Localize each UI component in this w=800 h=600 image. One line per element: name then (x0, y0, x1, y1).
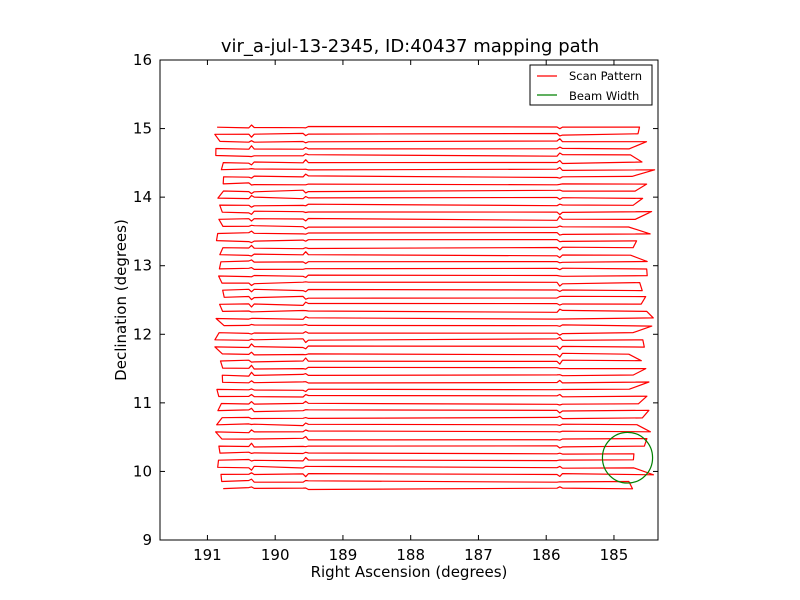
y-axis-label: Declination (degrees) (112, 219, 130, 381)
scan-pattern-series (214, 124, 656, 491)
y-tick-label: 11 (133, 394, 152, 412)
legend-scan-pattern-label: Scan Pattern (569, 69, 642, 83)
x-axis: 191 190 189 188 187 186 185 (193, 60, 628, 564)
x-tick-label: 186 (532, 546, 561, 564)
y-tick-label: 16 (133, 51, 152, 69)
legend: Scan Pattern Beam Width (529, 64, 653, 106)
x-tick-label: 191 (193, 546, 222, 564)
x-axis-label: Right Ascension (degrees) (311, 563, 508, 581)
beam-width-circle (601, 431, 654, 484)
beam-width-series (601, 431, 654, 484)
y-tick-label: 12 (133, 325, 152, 343)
y-tick-label: 14 (133, 188, 152, 206)
plot-frame (159, 59, 659, 541)
legend-box (529, 64, 653, 106)
y-tick-label: 15 (133, 120, 152, 138)
y-tick-label: 13 (133, 257, 152, 275)
scan-pattern-line (214, 124, 656, 491)
x-tick-label: 190 (261, 546, 290, 564)
chart-title: vir_a-jul-13-2345, ID:40437 mapping path (221, 36, 599, 57)
x-tick-label: 188 (396, 546, 425, 564)
x-tick-label: 187 (464, 546, 493, 564)
y-axis: 9 10 11 12 13 14 15 16 (133, 51, 658, 549)
y-tick-label: 10 (133, 462, 152, 480)
x-tick-label: 189 (329, 546, 358, 564)
y-tick-label: 9 (142, 531, 152, 549)
legend-beam-width-label: Beam Width (569, 89, 639, 103)
x-tick-label: 185 (600, 546, 629, 564)
